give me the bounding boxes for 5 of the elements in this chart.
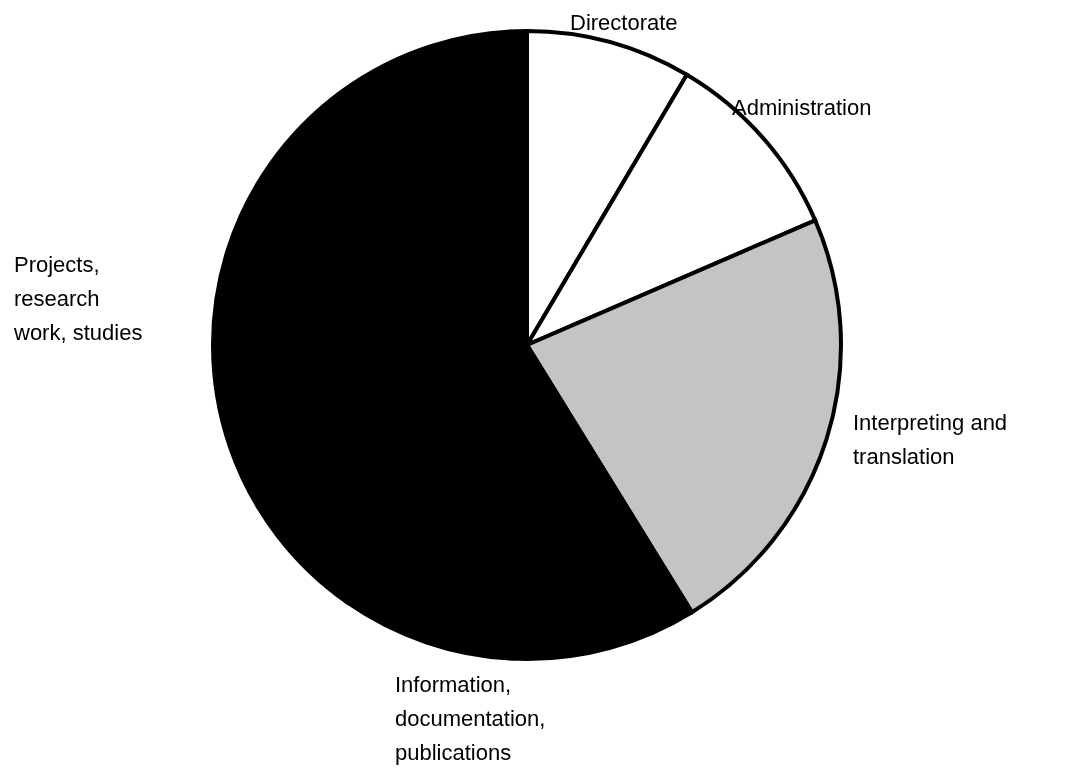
slice-label: Interpreting and translation [853,410,1008,469]
slice-label: Administration [732,95,872,120]
slice-label: Information, documentation, publications [395,672,546,765]
slice-label: Directorate [570,10,678,35]
slice-label: Projects, research work, studies [13,252,143,345]
